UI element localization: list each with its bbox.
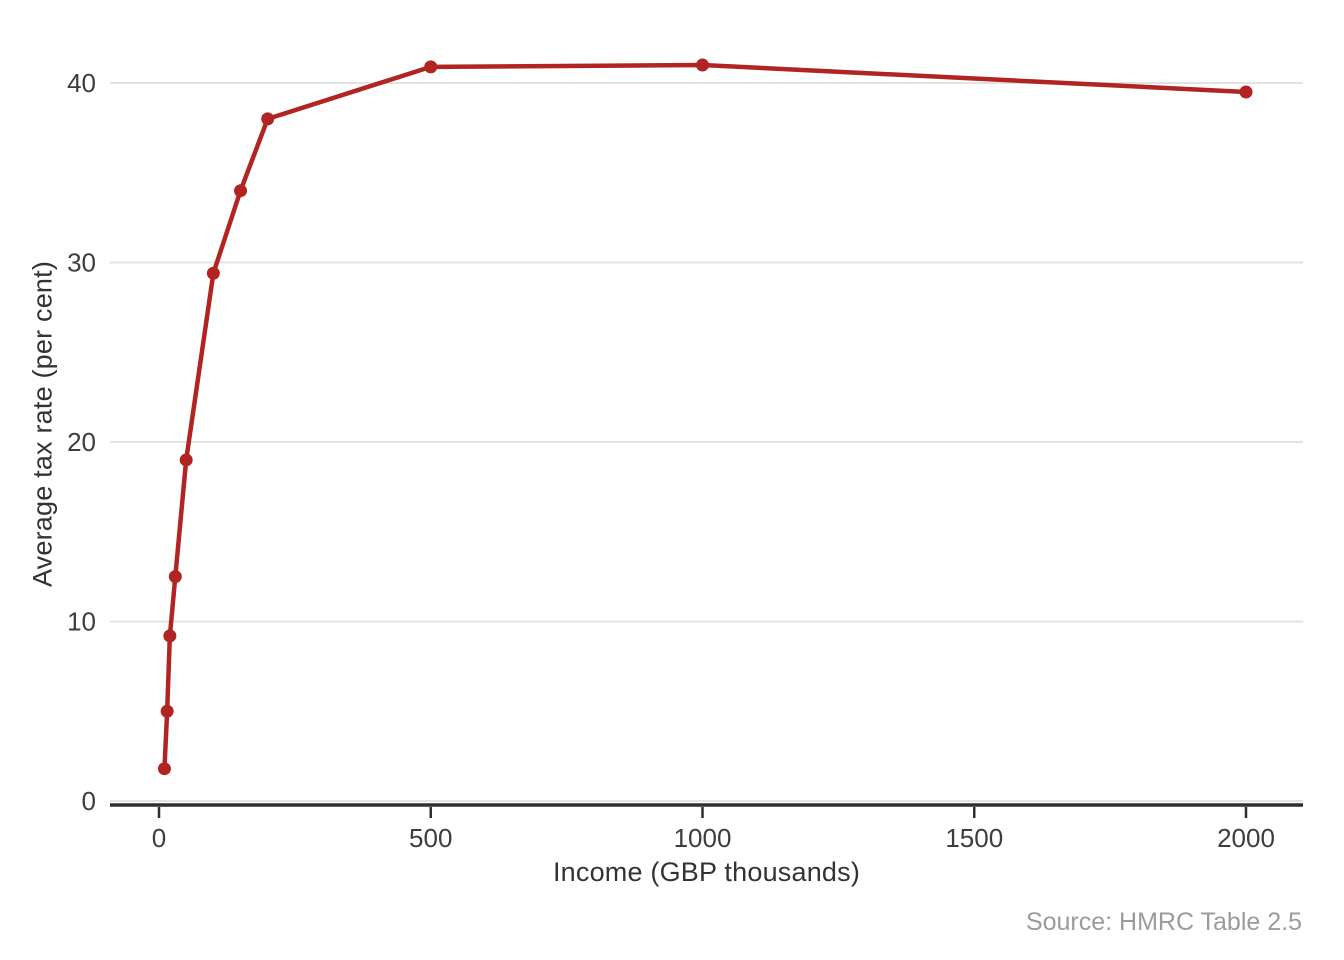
y-tick-label: 40 bbox=[67, 68, 96, 98]
data-point bbox=[696, 58, 709, 72]
data-point bbox=[160, 704, 174, 718]
data-point bbox=[157, 762, 171, 776]
x-tick-label: 1000 bbox=[674, 823, 732, 853]
x-tick-label: 0 bbox=[152, 823, 166, 853]
y-axis-title: Average tax rate (per cent) bbox=[27, 260, 58, 588]
data-point bbox=[163, 629, 177, 643]
x-tick-label: 1500 bbox=[945, 823, 1003, 853]
x-axis-title: Income (GBP thousands) bbox=[552, 857, 861, 887]
data-point bbox=[234, 184, 248, 198]
data-point bbox=[1239, 85, 1253, 99]
y-tick-label: 20 bbox=[67, 427, 96, 457]
x-tick-label: 2000 bbox=[1217, 823, 1275, 853]
data-point bbox=[206, 266, 220, 280]
y-tick-label: 10 bbox=[67, 607, 96, 637]
y-tick-label: 30 bbox=[67, 248, 96, 278]
series-line bbox=[162, 62, 1249, 771]
source-note: Source: HMRC Table 2.5 bbox=[1025, 908, 1302, 936]
y-tick-label: 0 bbox=[82, 786, 96, 816]
data-point bbox=[179, 453, 193, 467]
data-point bbox=[168, 570, 182, 584]
data-point bbox=[424, 60, 438, 74]
data-point bbox=[261, 112, 275, 126]
x-tick-label: 500 bbox=[409, 823, 452, 853]
